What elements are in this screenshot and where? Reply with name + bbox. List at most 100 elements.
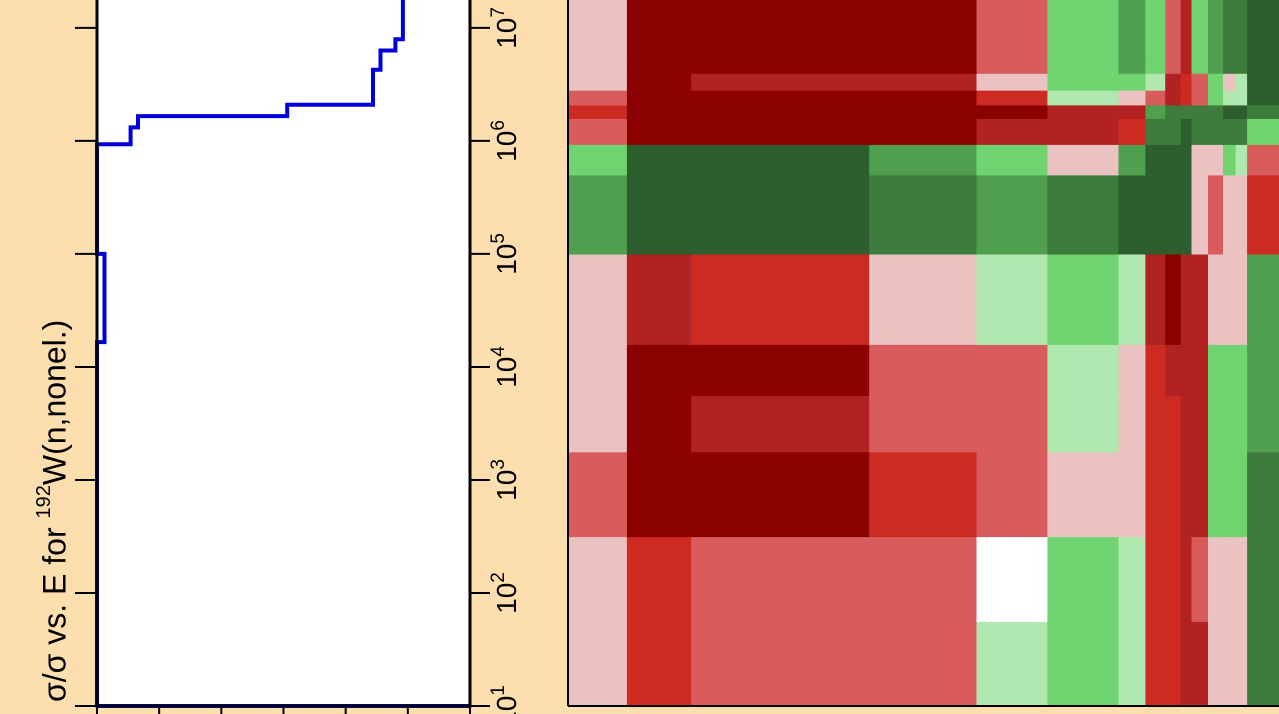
heatmap-cell-r11-c5 bbox=[1047, 73, 1119, 91]
heatmap-cell-r14-c4 bbox=[976, 0, 1049, 29]
heatmap-cell-r8-c4 bbox=[976, 118, 1049, 145]
heatmap-cell-r3-c13 bbox=[1235, 395, 1248, 453]
heatmap-cell-r9-c11 bbox=[1208, 104, 1224, 119]
heatmap-cell-r7-c0 bbox=[568, 144, 628, 176]
heatmap-cell-r7-c5 bbox=[1047, 144, 1119, 176]
heatmap-cell-r1-c13 bbox=[1235, 536, 1248, 622]
heatmap-cell-r13-c6 bbox=[1118, 27, 1146, 57]
heatmap-cell-r10-c0 bbox=[568, 90, 628, 106]
heatmap-cell-r1-c11 bbox=[1208, 536, 1224, 622]
heatmap-cell-r4-c5 bbox=[1047, 344, 1119, 396]
heatmap-cell-r7-c13 bbox=[1235, 144, 1248, 176]
heatmap-cell-r10-c4 bbox=[976, 90, 1049, 106]
heatmap-cell-r11-c13 bbox=[1235, 73, 1248, 91]
heatmap-cell-r8-c3 bbox=[869, 118, 978, 145]
heatmap-cell-r8-c13 bbox=[1235, 118, 1248, 145]
heatmap-cell-r12-c6 bbox=[1118, 56, 1146, 74]
heatmap-cell-r1-c6 bbox=[1118, 536, 1146, 622]
heatmap-cell-r9-c8 bbox=[1165, 104, 1182, 119]
heatmap-cell-r12-c0 bbox=[568, 56, 628, 74]
heatmap-cell-r12-c5 bbox=[1047, 56, 1119, 74]
tick-label-group-5: 106 bbox=[488, 120, 522, 162]
heatmap-cell-r10-c9 bbox=[1180, 90, 1192, 106]
heatmap-cell-r1-c3 bbox=[869, 536, 978, 622]
heatmap-cell-r6-c4 bbox=[976, 174, 1049, 255]
heatmap-cell-r2-c0 bbox=[568, 451, 628, 538]
heatmap-cell-r10-c11 bbox=[1208, 90, 1224, 106]
heatmap-cell-r6-c11 bbox=[1208, 174, 1224, 255]
heatmap-cell-r13-c0 bbox=[568, 27, 628, 57]
heatmap-cell-r8-c11 bbox=[1208, 118, 1224, 145]
heatmap-cell-r5-c7 bbox=[1145, 253, 1166, 345]
heatmap-cell-r6-c14 bbox=[1247, 174, 1279, 255]
heatmap-cell-r3-c7 bbox=[1145, 395, 1166, 453]
heatmap-cell-r0-c10 bbox=[1191, 621, 1209, 707]
heatmap-cell-r7-c3 bbox=[869, 144, 978, 176]
heatmap-cell-r13-c3 bbox=[869, 27, 978, 57]
heatmap-cell-r5-c12 bbox=[1223, 253, 1237, 345]
heatmap-cell-r11-c3 bbox=[869, 73, 978, 91]
heatmap-cell-r3-c3 bbox=[869, 395, 978, 453]
heatmap-cell-r4-c0 bbox=[568, 344, 628, 396]
tick-label-group-6: 107 bbox=[488, 7, 522, 49]
heatmap-cell-r1-c2 bbox=[691, 536, 870, 622]
heatmap-cell-r2-c10 bbox=[1191, 451, 1209, 538]
heatmap-cell-r0-c13 bbox=[1235, 621, 1248, 707]
heatmap-cell-r2-c8 bbox=[1165, 451, 1182, 538]
heatmap-cell-r13-c13 bbox=[1235, 27, 1248, 57]
heatmap-cell-r6-c12 bbox=[1223, 174, 1237, 255]
heatmap-cell-r13-c1 bbox=[626, 27, 692, 57]
heatmap-cell-r12-c4 bbox=[976, 56, 1049, 74]
heatmap-cell-r13-c12 bbox=[1223, 27, 1237, 57]
heatmap-cell-r6-c0 bbox=[568, 174, 628, 255]
heatmap-cell-r13-c5 bbox=[1047, 27, 1119, 57]
heatmap-cell-r12-c7 bbox=[1145, 56, 1166, 74]
heatmap-cell-r9-c10 bbox=[1191, 104, 1209, 119]
heatmap-cell-r9-c3 bbox=[869, 104, 978, 119]
y-tick-label-3: 104 bbox=[488, 346, 522, 388]
heatmap-cell-r0-c3 bbox=[869, 621, 978, 707]
heatmap-cell-r6-c13 bbox=[1235, 174, 1248, 255]
heatmap-cell-r4-c2 bbox=[691, 344, 870, 396]
heatmap-cell-r7-c8 bbox=[1165, 144, 1182, 176]
heatmap-cell-r5-c4 bbox=[976, 253, 1049, 345]
heatmap-cell-r9-c5 bbox=[1047, 104, 1119, 119]
heatmap-cell-r11-c0 bbox=[568, 73, 628, 91]
heatmap-cell-r1-c5 bbox=[1047, 536, 1119, 622]
heatmap-cell-r13-c4 bbox=[976, 27, 1049, 57]
heatmap-cell-r5-c9 bbox=[1180, 253, 1192, 345]
tick-label-group-1: 102 bbox=[488, 572, 522, 614]
heatmap-cell-r0-c9 bbox=[1180, 621, 1192, 707]
heatmap-cell-r2-c4 bbox=[976, 451, 1049, 538]
heatmap-cell-r6-c7 bbox=[1145, 174, 1166, 255]
heatmap-cell-r11-c14 bbox=[1247, 73, 1279, 91]
heatmap-cell-r10-c13 bbox=[1235, 90, 1248, 106]
heatmap-cell-r14-c10 bbox=[1191, 0, 1209, 29]
heatmap-cell-r8-c1 bbox=[626, 118, 692, 145]
heatmap-cell-r7-c11 bbox=[1208, 144, 1224, 176]
y-tick-label-5: 106 bbox=[488, 120, 522, 162]
heatmap-cell-r2-c5 bbox=[1047, 451, 1119, 538]
heatmap-cell-r12-c8 bbox=[1165, 56, 1182, 74]
line-panel-background bbox=[97, 0, 470, 706]
heatmap-cell-r8-c6 bbox=[1118, 118, 1146, 145]
heatmap-cell-r4-c7 bbox=[1145, 344, 1166, 396]
heatmap-cell-r3-c10 bbox=[1191, 395, 1209, 453]
heatmap-cell-r3-c8 bbox=[1165, 395, 1182, 453]
heatmap-cell-r11-c2 bbox=[691, 73, 870, 91]
heatmap-cell-r2-c3 bbox=[869, 451, 978, 538]
heatmap-cell-r10-c1 bbox=[626, 90, 692, 106]
heatmap-cell-r14-c9 bbox=[1180, 0, 1192, 29]
heatmap-cell-r6-c2 bbox=[691, 174, 870, 255]
heatmap-cell-r4-c11 bbox=[1208, 344, 1224, 396]
heatmap-cell-r2-c9 bbox=[1180, 451, 1192, 538]
heatmap-cell-r4-c10 bbox=[1191, 344, 1209, 396]
heatmap-cell-r10-c5 bbox=[1047, 90, 1119, 106]
heatmap-cell-r8-c10 bbox=[1191, 118, 1209, 145]
heatmap-cell-r6-c6 bbox=[1118, 174, 1146, 255]
heatmap-cell-r7-c9 bbox=[1180, 144, 1192, 176]
tick-label-group-0: 101 bbox=[488, 685, 522, 714]
heatmap-cell-r9-c2 bbox=[691, 104, 870, 119]
heatmap-cell-r14-c14 bbox=[1247, 0, 1279, 29]
